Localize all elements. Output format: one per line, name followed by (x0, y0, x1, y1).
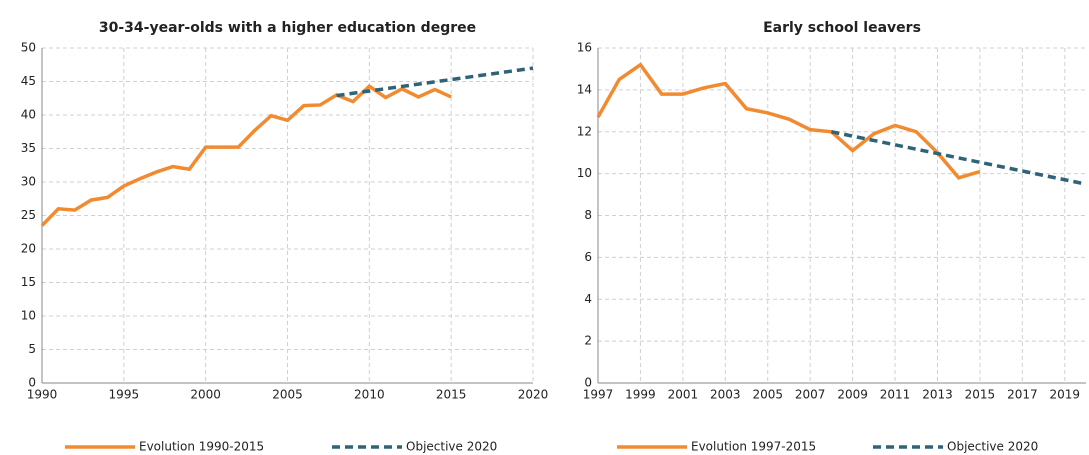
x-tick-label: 2005 (752, 388, 783, 402)
y-tick-label: 6 (584, 250, 592, 264)
chart-title: 30-34-year-olds with a higher education … (99, 20, 476, 36)
x-tick-label: 2007 (795, 388, 826, 402)
legend-label: Evolution 1997-2015 (691, 440, 816, 454)
series-line (40, 83, 452, 227)
x-tick-label: 1999 (625, 388, 656, 402)
y-tick-label: 35 (21, 141, 36, 155)
x-tick-label: 2005 (272, 388, 303, 402)
x-tick-label: 2020 (518, 388, 549, 402)
x-tick-label: 2009 (837, 388, 868, 402)
x-tick-label: 1990 (27, 388, 58, 402)
y-tick-label: 0 (584, 376, 592, 390)
x-tick-label: 2017 (1007, 388, 1038, 402)
x-tick-label: 2000 (190, 388, 221, 402)
x-tick-label: 2015 (436, 388, 467, 402)
y-tick-label: 25 (21, 208, 36, 222)
x-tick-label: 1997 (583, 388, 614, 402)
y-tick-label: 15 (21, 275, 36, 289)
series-line (596, 62, 981, 180)
x-tick-label: 2010 (354, 388, 385, 402)
y-tick-label: 16 (577, 41, 592, 55)
y-tick-label: 40 (21, 108, 36, 122)
series-line (336, 66, 534, 98)
x-tick-label: 2019 (1050, 388, 1081, 402)
y-tick-label: 12 (577, 124, 592, 138)
y-tick-label: 14 (577, 82, 592, 96)
x-tick-label: 2001 (668, 388, 699, 402)
y-tick-label: 8 (584, 208, 592, 222)
x-tick-label: 2003 (710, 388, 741, 402)
legend-label: Objective 2020 (406, 440, 497, 454)
y-tick-label: 4 (584, 292, 592, 306)
y-tick-label: 30 (21, 175, 36, 189)
x-tick-label: 2013 (922, 388, 953, 402)
series-line (831, 130, 1087, 186)
y-tick-label: 5 (28, 342, 36, 356)
y-tick-label: 2 (584, 334, 592, 348)
y-tick-label: 45 (21, 74, 36, 88)
y-tick-label: 10 (577, 166, 592, 180)
y-tick-label: 0 (28, 376, 36, 390)
x-tick-label: 1995 (109, 388, 140, 402)
y-tick-label: 10 (21, 309, 36, 323)
legend-label: Objective 2020 (947, 440, 1038, 454)
chart-title: Early school leavers (763, 20, 921, 36)
x-tick-label: 2015 (965, 388, 996, 402)
y-tick-label: 20 (21, 242, 36, 256)
legend-label: Evolution 1990-2015 (139, 440, 264, 454)
y-tick-label: 50 (21, 41, 36, 55)
x-tick-label: 2011 (880, 388, 911, 402)
